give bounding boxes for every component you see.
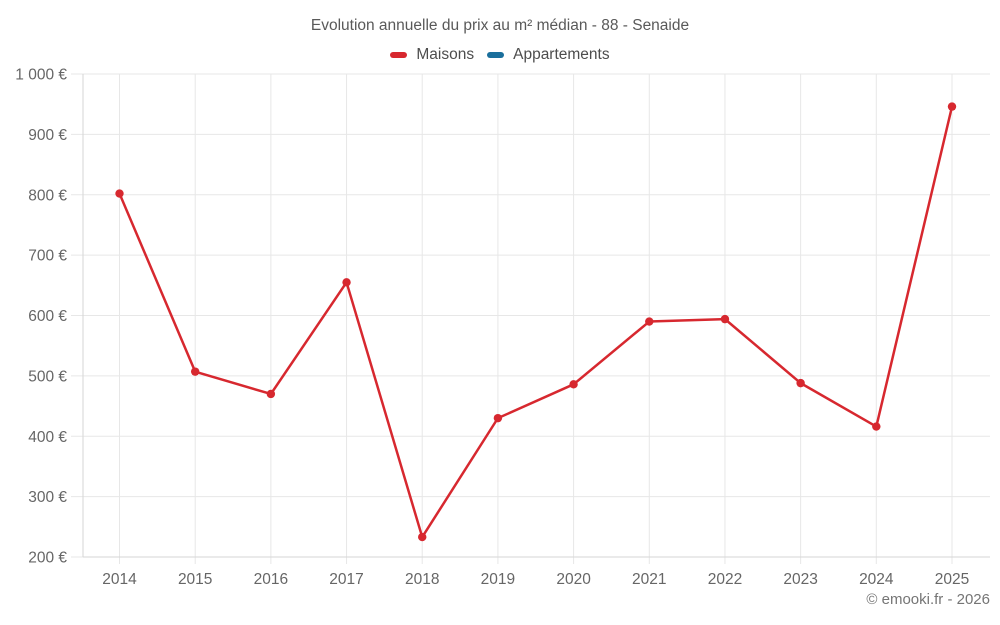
data-point-2023[interactable] (796, 378, 805, 388)
data-point-2025[interactable] (947, 102, 957, 111)
y-axis-label: 500 € (28, 368, 67, 385)
legend: Maisons Appartements (0, 46, 1000, 64)
x-axis-label: 2014 (102, 571, 137, 588)
legend-label-maisons: Maisons (416, 46, 475, 63)
x-axis-label: 2017 (329, 571, 363, 588)
x-axis-label: 2016 (254, 571, 288, 588)
data-point-2017[interactable] (342, 278, 351, 287)
appartements-swatch-icon (487, 52, 505, 58)
x-axis-label: 2025 (935, 571, 969, 588)
data-point-2018[interactable] (418, 532, 427, 542)
y-axis-label: 900 € (28, 127, 67, 144)
x-axis-label: 2019 (481, 571, 515, 588)
legend-item-appartements[interactable]: Appartements (487, 46, 610, 64)
data-point-2020[interactable] (569, 380, 578, 389)
y-axis-label: 200 € (28, 550, 67, 567)
y-axis-label: 400 € (28, 429, 67, 446)
x-axis-label: 2024 (859, 571, 894, 588)
y-axis-label: 800 € (28, 187, 67, 204)
data-point-2022[interactable] (720, 314, 730, 324)
x-axis-label: 2015 (178, 571, 212, 588)
maisons-swatch-icon (390, 52, 408, 58)
x-axis-label: 2023 (783, 571, 817, 588)
y-axis-label: 700 € (28, 248, 67, 265)
legend-label-appartements: Appartements (513, 46, 610, 63)
y-axis-label: 1 000 € (15, 67, 67, 84)
x-axis-label: 2021 (632, 571, 666, 588)
data-point-2016[interactable] (266, 389, 276, 399)
x-axis-label: 2018 (405, 571, 439, 588)
data-point-2021[interactable] (645, 317, 654, 326)
y-axis-label: 300 € (28, 489, 67, 506)
data-point-2014[interactable] (115, 189, 124, 198)
y-axis-label: 600 € (28, 308, 67, 325)
x-axis-label: 2022 (708, 571, 742, 588)
data-point-2024[interactable] (872, 422, 881, 431)
copyright: © emooki.fr - 2026 (866, 591, 990, 608)
x-axis-label: 2020 (556, 571, 591, 588)
data-point-2019[interactable] (493, 413, 503, 423)
legend-item-maisons[interactable]: Maisons (390, 46, 474, 64)
data-point-2015[interactable] (190, 367, 200, 376)
maisons-line (118, 105, 954, 539)
chart-title: Evolution annuelle du prix au m² médian … (310, 17, 690, 34)
